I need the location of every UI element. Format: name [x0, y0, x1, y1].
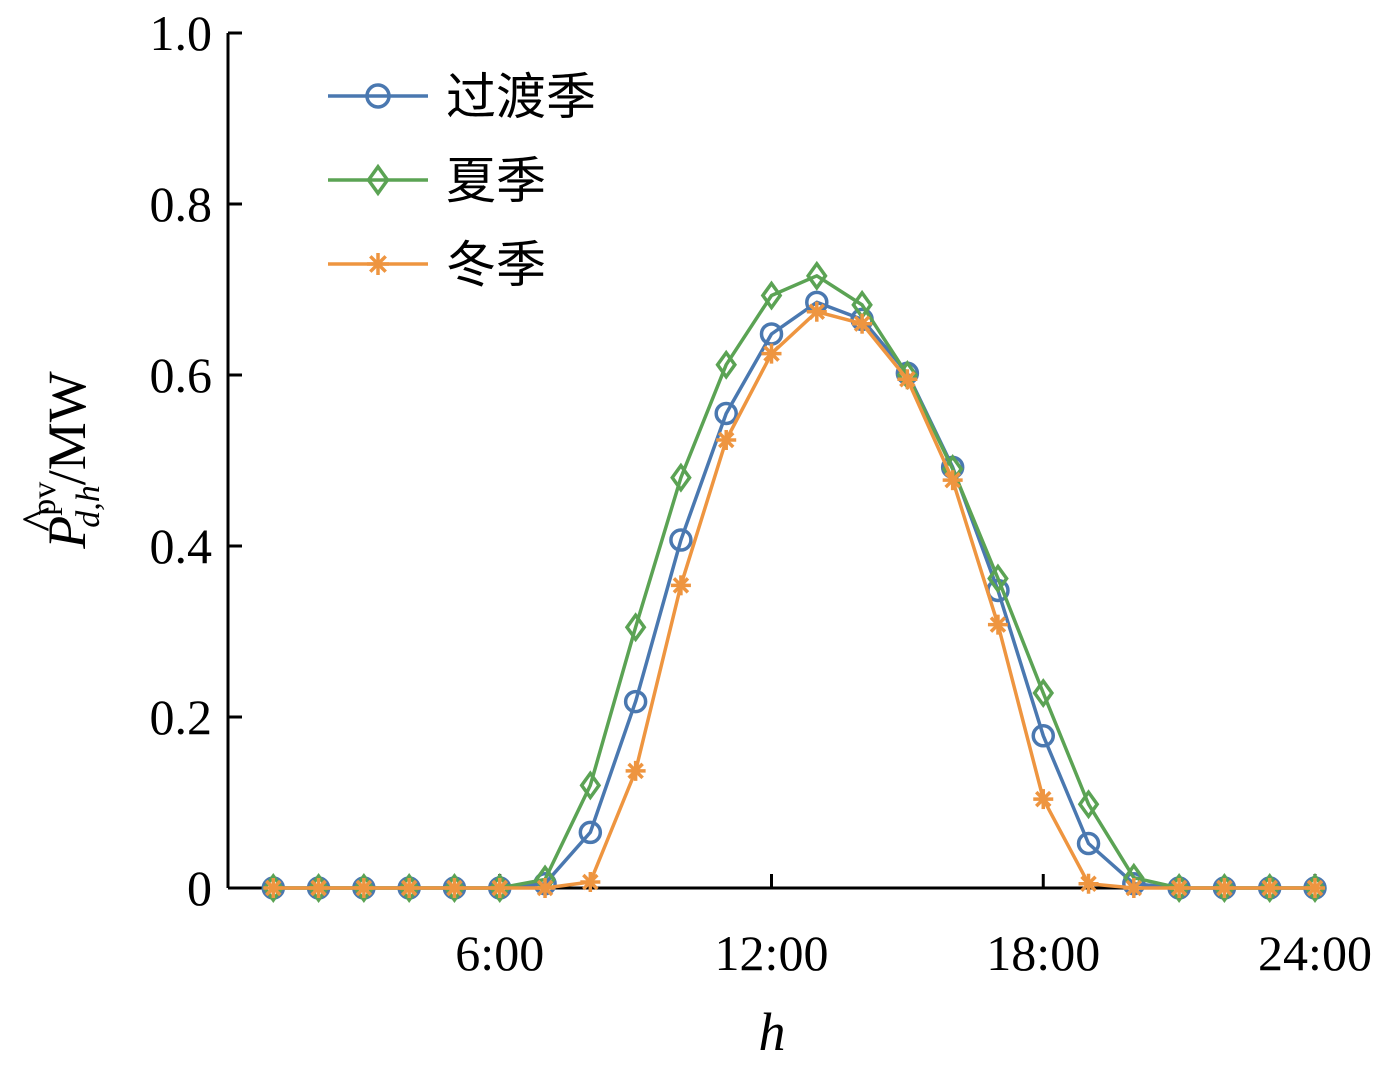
y-tick-label: 0 [187, 860, 212, 916]
data-point [987, 563, 1009, 594]
data-point [1259, 878, 1280, 898]
data-point [715, 349, 738, 380]
y-label-accent: ^ [11, 507, 71, 532]
data-point [942, 470, 963, 491]
y-tick-label: 0.6 [150, 347, 213, 403]
legend-label: 过渡季 [446, 68, 596, 126]
data-point [308, 878, 329, 898]
y-tick-label: 0.8 [150, 176, 213, 232]
data-point [580, 872, 601, 893]
data-point [805, 260, 828, 291]
legend-item: 冬季 [328, 236, 546, 294]
data-point [1076, 831, 1101, 856]
data-point [670, 462, 692, 493]
data-point [578, 820, 603, 845]
y-axis-label: Ppv d,h/MW ^ [11, 371, 107, 550]
y-label-subscript: d,h [70, 485, 107, 528]
data-point [897, 369, 918, 390]
series-layer [261, 260, 1327, 903]
y-label-symbol: P [37, 516, 97, 550]
data-point [806, 301, 827, 322]
y-tick-label: 1.0 [150, 5, 213, 61]
data-point [579, 770, 602, 801]
legend-label: 冬季 [446, 236, 546, 294]
x-tick-label: 12:00 [715, 925, 829, 981]
series-line [273, 300, 1315, 890]
legend-item: 夏季 [328, 152, 546, 210]
x-axis-label: h [759, 1002, 786, 1062]
data-point [1033, 789, 1054, 810]
y-label-superscript: pv [26, 482, 63, 516]
data-point [444, 878, 465, 898]
x-tick-label: 18:00 [986, 925, 1100, 981]
data-point [1305, 878, 1325, 898]
series-line [273, 274, 1315, 890]
data-point [761, 343, 782, 364]
series-diamond [262, 260, 1326, 903]
data-point [263, 878, 284, 898]
data-point [624, 612, 647, 643]
data-point [714, 401, 738, 426]
data-point [399, 878, 420, 898]
data-point [716, 429, 737, 450]
data-point [1031, 724, 1055, 748]
data-point [1032, 678, 1055, 709]
data-point [852, 313, 873, 334]
y-label-unit: /MW [37, 371, 97, 485]
data-point [670, 575, 691, 596]
data-point [1078, 873, 1099, 894]
data-point [1169, 878, 1190, 898]
x-tick-label: 6:00 [455, 925, 544, 981]
data-point [1123, 878, 1144, 898]
data-point [365, 83, 391, 109]
data-point [1214, 878, 1235, 898]
data-point [760, 280, 783, 311]
data-point [625, 760, 646, 781]
legend-item: 过渡季 [328, 68, 596, 126]
data-point [987, 614, 1008, 635]
data-point [669, 528, 693, 552]
series-asterisk [263, 301, 1325, 898]
data-point [1077, 789, 1100, 820]
data-point [366, 163, 390, 197]
data-point [623, 689, 648, 714]
legend-label: 夏季 [446, 152, 546, 210]
x-tick-label: 24:00 [1258, 925, 1372, 981]
data-point [535, 878, 556, 898]
x-ticks: 6:00 12:00 18:00 24:00 [455, 874, 1372, 981]
y-tick-label: 0.4 [150, 518, 213, 574]
series-circle [261, 290, 1327, 900]
axes [226, 33, 1315, 890]
data-point [489, 878, 510, 898]
data-point [353, 878, 374, 898]
series-line [273, 309, 1315, 890]
data-point [367, 253, 389, 275]
y-ticks: 0 0.2 0.4 0.6 0.8 1.0 [150, 5, 242, 916]
y-tick-label: 0.2 [150, 689, 213, 745]
